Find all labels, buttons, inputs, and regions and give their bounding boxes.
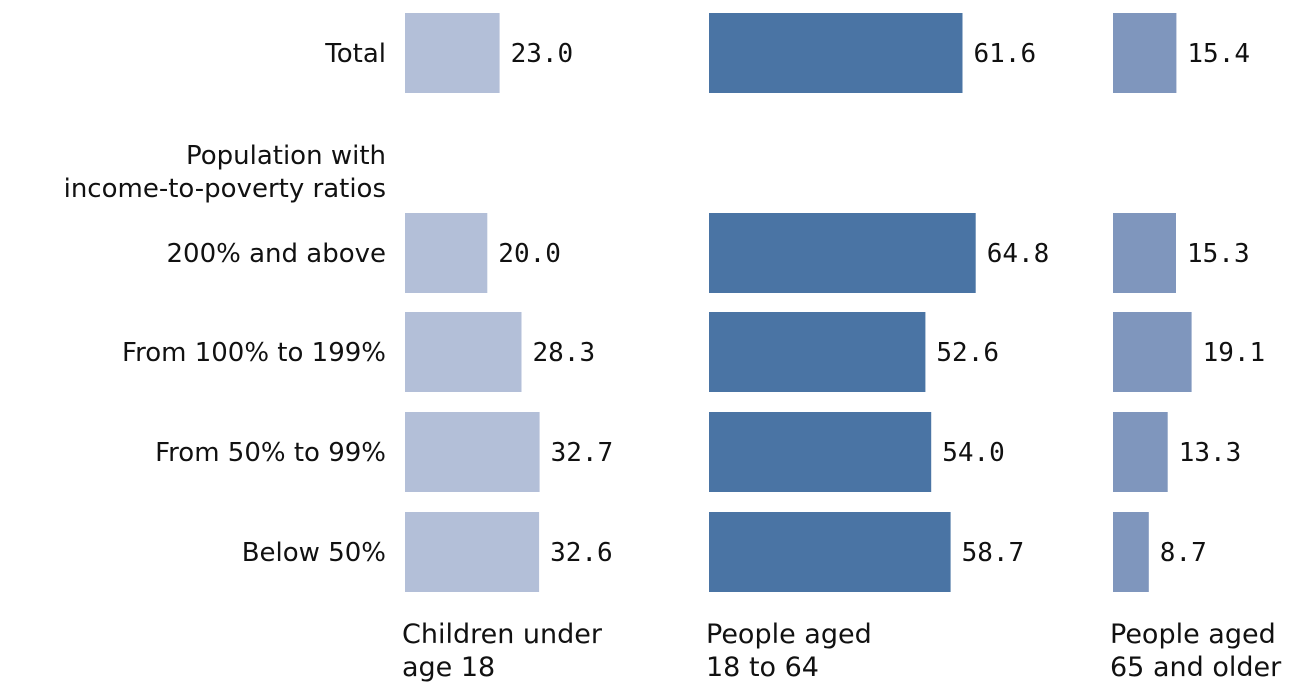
bar-series-1-from-50pct-to-99pct (405, 412, 540, 492)
value-label-series-2-from-100pct-to-199pct: 52.6 (936, 338, 999, 368)
series-label-3-line-2: 65 and older (1110, 652, 1282, 682)
value-label-series-2-200pct-and-above: 64.8 (987, 239, 1050, 269)
bar-series-3-from-50pct-to-99pct (1113, 412, 1168, 492)
bar-series-2-below-50pct (709, 512, 951, 592)
bar-series-3-from-100pct-to-199pct (1113, 312, 1192, 392)
row-label-from-100pct-to-199pct: From 100% to 199% (122, 338, 386, 368)
bar-series-2-from-100pct-to-199pct (709, 312, 926, 392)
bar-series-1-200pct-and-above (405, 213, 488, 293)
series-label-2-line-1: People aged (706, 619, 872, 650)
value-label-series-1-from-100pct-to-199pct: 28.3 (533, 338, 596, 368)
bar-series-3-200pct-and-above (1113, 213, 1176, 293)
value-label-series-3-below-50pct: 8.7 (1160, 538, 1207, 568)
value-label-series-1-total: 23.0 (511, 39, 574, 69)
bar-series-3-total (1113, 13, 1177, 93)
group-heading-line-2: income-to-poverty ratios (64, 174, 386, 204)
series-label-2-line-2: 18 to 64 (706, 652, 819, 682)
value-label-series-3-from-50pct-to-99pct: 13.3 (1179, 438, 1242, 468)
series-label-1-line-2: age 18 (402, 652, 495, 682)
row-label-from-50pct-to-99pct: From 50% to 99% (155, 438, 386, 468)
value-label-series-1-from-50pct-to-99pct: 32.7 (551, 438, 614, 468)
row-label-total: Total (324, 39, 386, 69)
bar-series-3-below-50pct (1113, 512, 1149, 592)
value-label-series-2-total: 61.6 (974, 39, 1037, 69)
bar-series-1-from-100pct-to-199pct (405, 312, 522, 392)
row-label-below-50pct: Below 50% (242, 538, 386, 568)
value-label-series-2-below-50pct: 58.7 (962, 538, 1025, 568)
bar-series-1-below-50pct (405, 512, 540, 592)
series-label-3-line-1: People aged (1110, 619, 1276, 650)
bar-series-1-total (405, 13, 500, 93)
bar-series-2-from-50pct-to-99pct (709, 412, 932, 492)
bar-series-2-200pct-and-above (709, 213, 976, 293)
value-label-series-3-total: 15.4 (1187, 39, 1250, 69)
bars (405, 13, 1192, 592)
group-heading-line-1: Population with (186, 141, 386, 171)
value-label-series-3-from-100pct-to-199pct: 19.1 (1203, 338, 1266, 368)
bar-series-2-total (709, 13, 963, 93)
value-label-series-1-below-50pct: 32.6 (550, 538, 613, 568)
value-label-series-2-from-50pct-to-99pct: 54.0 (942, 438, 1005, 468)
series-label-1-line-1: Children under (402, 619, 603, 650)
value-labels: 23.0 20.0 28.3 32.7 32.6 61.6 64.8 52.6 54.0 58.7… (498, 39, 1265, 568)
row-labels: Total 200% and above From 100% to 199% From… (122, 39, 386, 568)
value-label-series-3-200pct-and-above: 15.3 (1187, 239, 1250, 269)
value-label-series-1-200pct-and-above: 20.0 (498, 239, 561, 269)
row-label-200pct-and-above: 200% and above (166, 239, 386, 269)
